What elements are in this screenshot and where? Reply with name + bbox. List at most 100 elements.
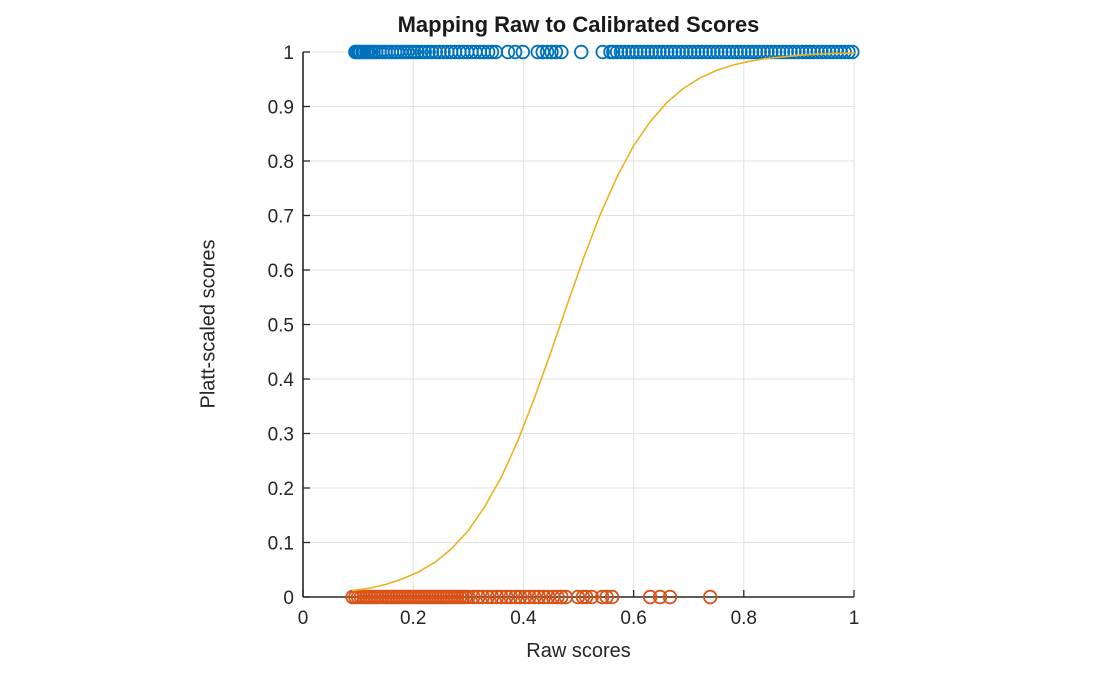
scatter-point [554, 589, 569, 605]
y-tick-label: 0.5 [268, 316, 294, 337]
x-tick-label: 0.2 [400, 608, 426, 629]
scatter-point [717, 44, 733, 60]
scatter-point [675, 44, 690, 60]
scatter-point [818, 44, 833, 60]
negative-class-points-scatter [345, 589, 718, 605]
scatter-point [648, 44, 663, 60]
scatter-point [656, 44, 671, 60]
scatter-point [461, 589, 476, 605]
scatter-point [783, 44, 798, 60]
scatter-point [702, 44, 717, 60]
y-tick-label: 0.8 [268, 152, 294, 173]
scatter-point [480, 589, 495, 605]
y-tick-labels: 0 0.1 0.2 0.3 0.4 0.5 0.6 0.7 0.8 0.9 1 [268, 43, 295, 609]
scatter-point [822, 44, 837, 60]
scatter-point [825, 44, 841, 60]
scatter-point [733, 44, 748, 60]
chart-title: Mapping Raw to Calibrated Scores [397, 12, 760, 37]
scatter-point [795, 44, 810, 60]
scatter-point [629, 44, 644, 60]
scatter-point [642, 589, 658, 605]
y-tick-label: 0.2 [268, 479, 294, 500]
scatter-point [744, 44, 760, 60]
x-tick-label: 0.8 [731, 608, 757, 629]
y-tick-label: 0.9 [268, 98, 294, 119]
scatter-point [599, 589, 614, 605]
scatter-point [606, 44, 621, 60]
scatter-point [584, 589, 599, 605]
scatter-point [841, 44, 856, 60]
scatter-point [687, 44, 702, 60]
scatter-point [508, 589, 523, 605]
scatter-point [554, 44, 569, 60]
scatter-point [806, 44, 821, 60]
y-tick-label: 0 [283, 588, 294, 609]
scatter-point [531, 589, 547, 605]
scatter-point [536, 589, 551, 605]
scatter-point [837, 44, 852, 60]
scatter-point [787, 44, 802, 60]
scatter-point [574, 44, 589, 60]
scatter-point [625, 44, 640, 60]
scatter-point [845, 44, 860, 60]
scatter-point [417, 44, 432, 60]
scatter-point [609, 44, 625, 60]
y-tick-label: 1 [283, 43, 294, 64]
scatter-point [660, 44, 675, 60]
sigmoid-curve [351, 52, 855, 592]
scatter-point [721, 44, 737, 60]
scatter-point [779, 44, 794, 60]
scatter-point [594, 589, 610, 605]
scatter-point [489, 589, 505, 605]
scatter-point [471, 589, 486, 605]
scatter-point [775, 44, 791, 60]
scatter-point [679, 44, 694, 60]
scatter-point [829, 44, 845, 60]
positive-class-points-scatter [348, 44, 860, 60]
scatter-point [694, 44, 710, 60]
scatter-point [741, 44, 756, 60]
scatter-point [550, 589, 565, 605]
scatter-point [652, 589, 668, 605]
scatter-point [466, 589, 481, 605]
grid-lines [303, 51, 855, 597]
scatter-point [480, 44, 496, 60]
scatter-point [484, 44, 500, 60]
scatter-point [595, 44, 610, 60]
scatter-point [544, 44, 559, 60]
scatter-point [500, 44, 516, 60]
scatter-point [810, 44, 825, 60]
scatter-point [710, 44, 725, 60]
scatter-point [706, 44, 721, 60]
scatter-point [644, 44, 659, 60]
scatter-point [613, 44, 629, 60]
scatter-point [436, 44, 451, 60]
scatter-point [579, 589, 594, 605]
scatter-point [652, 44, 667, 60]
scatter-point [791, 44, 806, 60]
x-tick-labels: 0 0.2 0.4 0.6 0.8 1 [298, 608, 860, 629]
scatter-point [671, 44, 686, 60]
scatter-point [424, 44, 440, 60]
scatter-point [752, 44, 767, 60]
scatter-point [640, 44, 656, 60]
scatter-point [690, 44, 706, 60]
x-tick-label: 0.6 [620, 608, 646, 629]
scatter-point [570, 589, 586, 605]
scatter-point [499, 589, 514, 605]
y-tick-label: 0.1 [268, 534, 294, 555]
scatter-point [683, 44, 698, 60]
y-tick-label: 0.7 [268, 207, 294, 228]
scatter-point [512, 589, 528, 605]
scatter-point [548, 44, 564, 60]
scatter-point [662, 589, 678, 605]
x-tick-label: 1 [849, 608, 860, 629]
scatter-point [530, 44, 545, 60]
scatter-point [636, 44, 652, 60]
scatter-point [517, 589, 533, 605]
y-tick-label: 0.6 [268, 261, 294, 282]
scatter-point [663, 44, 679, 60]
scatter-point [432, 44, 447, 60]
